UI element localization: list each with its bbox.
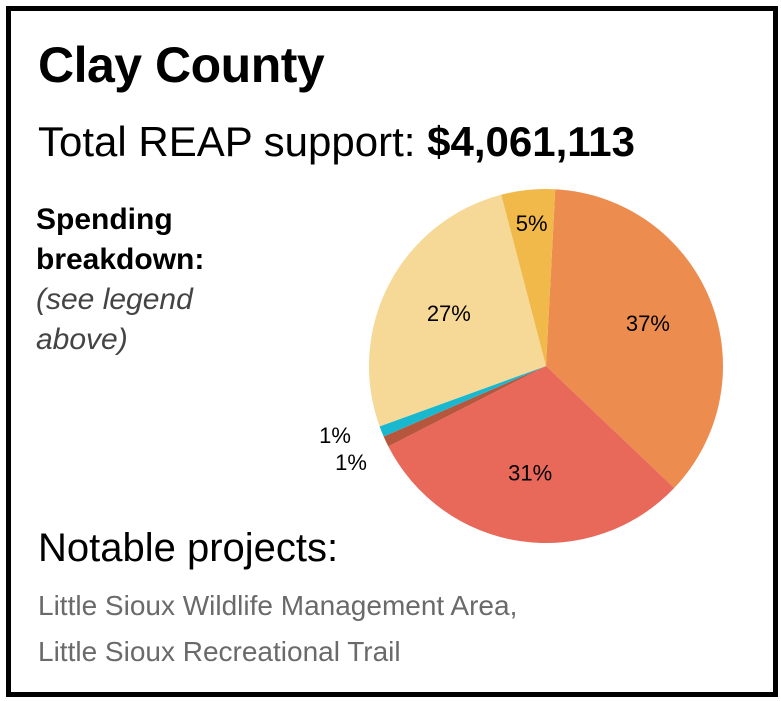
breakdown-heading-line2: breakdown: — [36, 243, 205, 276]
notable-projects-heading: Notable projects: — [38, 526, 339, 570]
pie-slice — [501, 188, 556, 366]
total-support: Total REAP support: $4,061,113 — [38, 118, 635, 166]
pie-slice-label: 1% — [319, 423, 351, 448]
total-amount: $4,061,113 — [427, 118, 635, 165]
spending-breakdown: Spending breakdown: (see legend above) — [36, 200, 286, 360]
pie-slice — [383, 366, 546, 447]
breakdown-note: (see legend above) — [36, 283, 193, 356]
pie-slice-label: 1% — [335, 450, 367, 475]
pie-slice-label: 5% — [516, 211, 548, 236]
pie-slice — [546, 189, 724, 489]
breakdown-heading-line1: Spending — [36, 203, 173, 236]
notable-project-1: Little Sioux Wildlife Management Area, — [38, 590, 518, 621]
pie-slice-label: 31% — [508, 460, 552, 485]
pie-slice — [379, 366, 546, 437]
notable-project-2: Little Sioux Recreational Trail — [38, 636, 401, 667]
county-title: Clay County — [38, 37, 325, 93]
pie-slice-label: 27% — [427, 301, 471, 326]
pie-slice-label: 37% — [626, 311, 670, 336]
pie-slice — [388, 366, 675, 543]
pie-slice — [368, 194, 546, 427]
total-label: Total REAP support: — [38, 118, 416, 165]
